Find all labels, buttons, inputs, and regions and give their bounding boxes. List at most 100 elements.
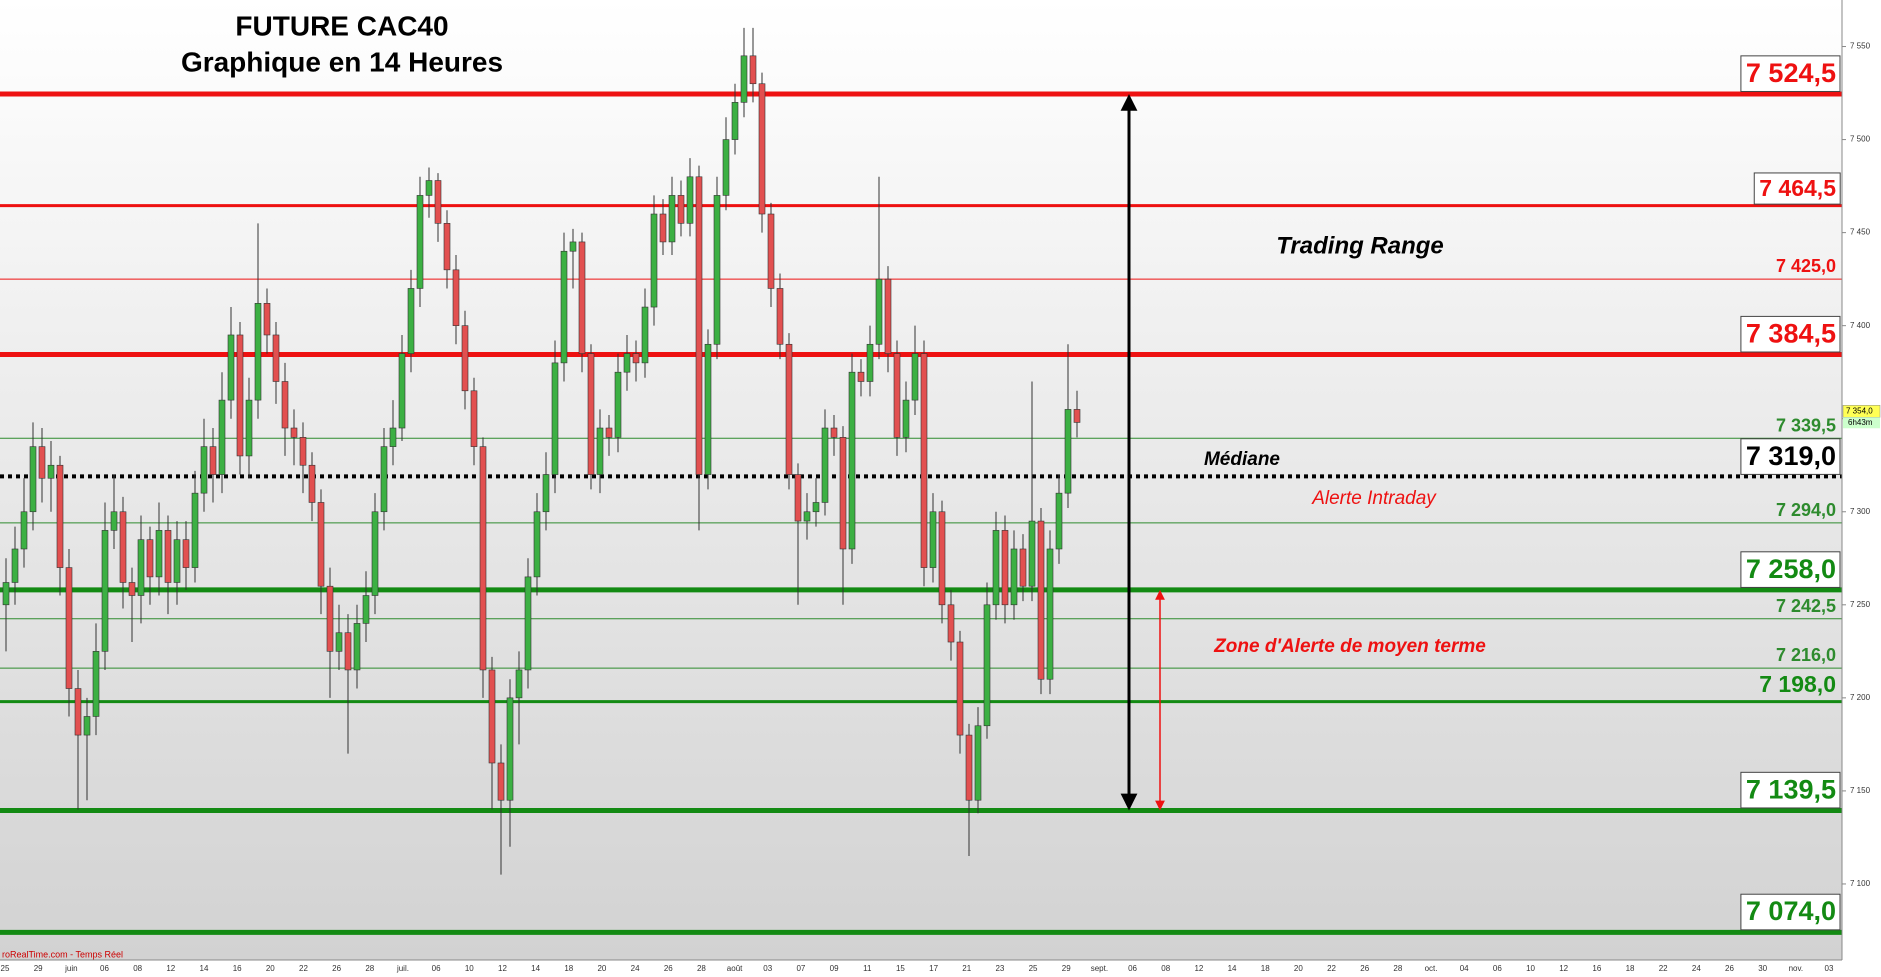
annotation: Trading Range [1276, 232, 1444, 259]
x-tick-label: juin [64, 964, 77, 973]
candle-body [965, 734, 973, 801]
candle-body [650, 213, 658, 308]
candle-body [506, 697, 514, 801]
x-tick-label: 04 [1460, 964, 1469, 973]
x-tick-label: 08 [133, 964, 142, 973]
x-tick-label: 24 [631, 964, 640, 973]
candle-body [812, 502, 820, 513]
candle-body [1055, 492, 1063, 550]
candle-body [920, 353, 928, 568]
x-tick-label: 06 [1493, 964, 1502, 973]
candle-body [1037, 520, 1045, 680]
x-tick-label: 26 [664, 964, 673, 973]
candle-body [857, 371, 865, 382]
x-tick-label: 09 [830, 964, 839, 973]
candle-body [362, 595, 370, 624]
x-tick-label: 26 [332, 964, 341, 973]
candle-body [614, 371, 622, 438]
x-tick-label: 06 [432, 964, 441, 973]
x-tick-label: 20 [266, 964, 275, 973]
chart-subtitle: Graphique en 14 Heures [181, 46, 503, 77]
candle-body [254, 303, 262, 401]
candle-body [632, 353, 640, 364]
x-tick-label: 30 [1758, 964, 1767, 973]
level-label: 7 242,5 [1776, 596, 1836, 616]
arrow-head [1155, 589, 1165, 600]
last-price: 7 354,0 [1846, 406, 1873, 415]
candle-body [704, 343, 712, 475]
x-tick-label: 11 [863, 964, 872, 973]
x-tick-label: 29 [1062, 964, 1071, 973]
x-tick-label: 20 [597, 964, 606, 973]
candle-body [218, 399, 226, 475]
candle-body [200, 446, 208, 494]
candle-body [992, 530, 1000, 606]
candle-body [173, 539, 181, 583]
candle-body [605, 427, 613, 438]
x-tick-label: juil. [396, 964, 409, 973]
candle-body [884, 278, 892, 354]
candle-body [236, 334, 244, 457]
candle-body [110, 511, 118, 531]
candle-body [902, 399, 910, 438]
candle-body [83, 716, 91, 736]
y-tick-label: 7 100 [1850, 879, 1871, 888]
candle-body [767, 213, 775, 289]
x-tick-label: 16 [233, 964, 242, 973]
candle-body [119, 511, 127, 583]
level-label: 7 425,0 [1776, 256, 1836, 276]
candle-body [191, 492, 199, 568]
y-tick-label: 7 200 [1850, 693, 1871, 702]
x-tick-label: 25 [1, 964, 10, 973]
candle-body [524, 576, 532, 671]
candle-body [560, 250, 568, 364]
candle-body [2, 582, 10, 606]
candle-body [947, 604, 955, 643]
candle-body [542, 474, 550, 513]
timer-box [1843, 417, 1880, 429]
x-tick-label: 06 [1128, 964, 1137, 973]
candle-body [1001, 530, 1009, 606]
candle-body [380, 446, 388, 513]
candle-body [38, 446, 46, 479]
x-tick-label: 14 [1228, 964, 1237, 973]
candle-body [551, 362, 559, 475]
candle-body [371, 511, 379, 596]
x-tick-label: 12 [1559, 964, 1568, 973]
x-tick-label: 28 [1393, 964, 1402, 973]
arrow-head [1120, 793, 1138, 811]
candle-body [443, 223, 451, 271]
x-tick-label: 28 [365, 964, 374, 973]
candle-body [308, 464, 316, 503]
level-box [1740, 771, 1841, 809]
y-tick-label: 7 550 [1850, 42, 1871, 51]
x-tick-label: 14 [531, 964, 540, 973]
level-label: 7 464,5 [1759, 175, 1836, 201]
candle-body [938, 511, 946, 606]
candle-body [911, 353, 919, 401]
x-tick-label: 22 [1659, 964, 1668, 973]
y-tick-label: 7 250 [1850, 600, 1871, 609]
x-tick-label: 18 [564, 964, 573, 973]
candle-body [848, 371, 856, 550]
x-tick-label: 12 [498, 964, 507, 973]
candle-body [569, 241, 577, 252]
x-tick-label: 06 [100, 964, 109, 973]
x-tick-label: 18 [1626, 964, 1635, 973]
level-box [1753, 172, 1841, 205]
x-tick-label: 24 [1692, 964, 1701, 973]
x-tick-label: 14 [200, 964, 209, 973]
x-tick-label: 16 [1592, 964, 1601, 973]
x-tick-label: 12 [166, 964, 175, 973]
candle-body [1064, 409, 1072, 494]
candle-body [830, 427, 838, 438]
candle-body [182, 539, 190, 568]
annotation: Alerte Intraday [1311, 488, 1437, 509]
x-tick-label: oct. [1425, 964, 1438, 973]
candle-body [677, 195, 685, 224]
x-tick-label: 10 [1526, 964, 1535, 973]
x-tick-label: 26 [1725, 964, 1734, 973]
level-label: 7 384,5 [1746, 318, 1836, 348]
candle-body [713, 195, 721, 345]
level-label: 7 198,0 [1759, 671, 1836, 697]
